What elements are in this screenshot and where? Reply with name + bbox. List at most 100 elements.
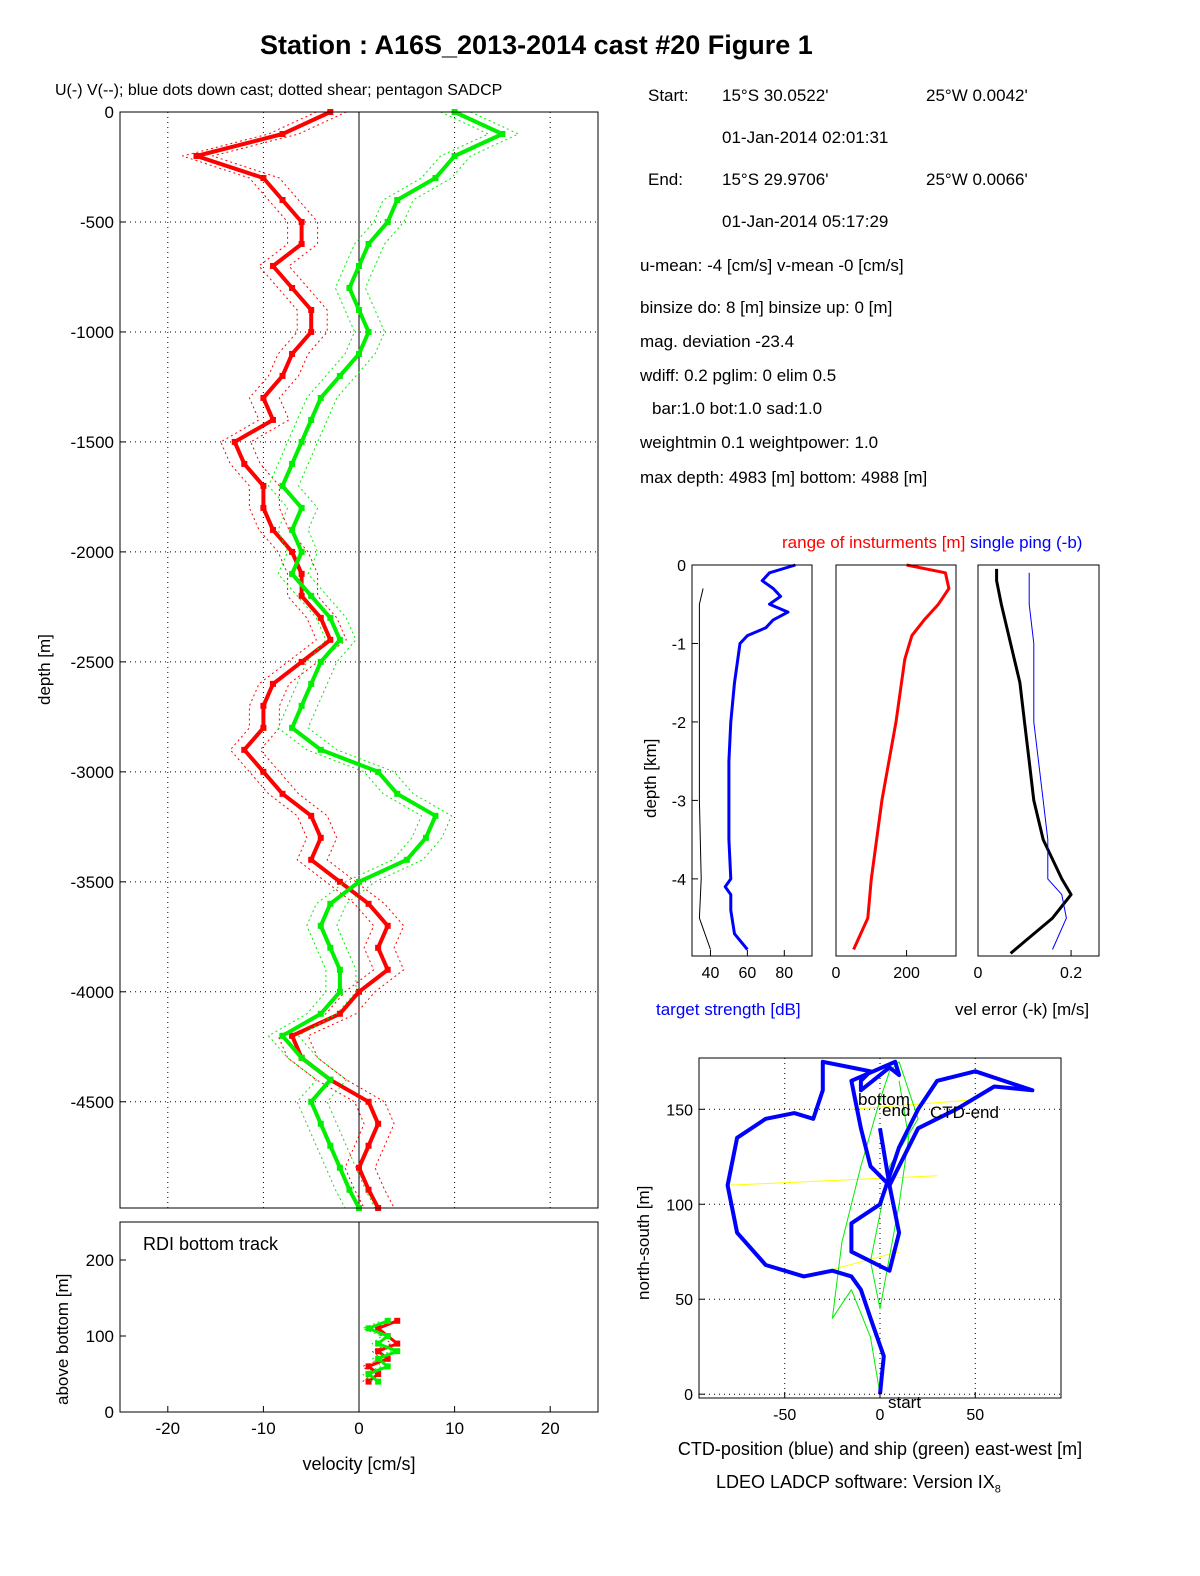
max-depth-text: max depth: 4983 [m] bottom: 4988 [m]: [640, 468, 928, 487]
start-lat: 15°S 30.0522': [722, 86, 829, 105]
velocity-series-0-point: [289, 284, 296, 291]
velocity_profile-ytick-label-0: 0: [105, 103, 114, 122]
end-lon: 25°W 0.0066': [926, 170, 1028, 189]
target_strength-ytick-label-1: -1: [672, 636, 686, 653]
velocity-series-1-point: [298, 1054, 305, 1061]
target_strength-ytick-label-4: -4: [672, 872, 686, 889]
position-xtick-label-0: -50: [773, 1407, 796, 1424]
position-annotation-start: start: [888, 1393, 921, 1412]
velocity-series-1-point: [394, 196, 401, 203]
velocity-series-1-point: [356, 306, 362, 313]
bottom-series-0-point: [375, 1348, 382, 1355]
velocity-series-1-point: [422, 834, 429, 841]
velocity-series-1-point: [298, 702, 305, 709]
range-xtick-label-0: 0: [832, 965, 841, 982]
velocity-series-0-point: [308, 306, 315, 313]
velocity-series-1-point: [403, 856, 410, 863]
range-frame: [835, 564, 957, 957]
velocity-series-1-point: [346, 284, 353, 291]
bottom-series-0-point: [394, 1317, 401, 1324]
vel-error-series-1-line: [1028, 572, 1067, 950]
velocity-series-1-point: [289, 724, 296, 731]
velocity-series-1-point: [432, 174, 439, 181]
velocity-series-0-point: [298, 570, 305, 577]
software-label-text: LDEO LADCP software: Version IX: [716, 1472, 995, 1492]
velocity-series-1-point: [336, 636, 343, 643]
bottom-series-0-point: [394, 1340, 401, 1347]
vel_error-xtick-label-1: 0.2: [1060, 965, 1082, 982]
velocity-series-1-point: [279, 482, 286, 489]
velocity-title: U(-) V(--); blue dots down cast; dotted …: [55, 82, 502, 99]
bottom-series-1-point: [394, 1348, 401, 1355]
velocity-ylabel: depth [m]: [35, 634, 54, 705]
velocity-series-0-point: [269, 680, 276, 687]
velocity-series-0-point: [327, 636, 334, 643]
velocity_profile-ytick-label-5: -2500: [71, 653, 114, 672]
start-lon: 25°W 0.0042': [926, 86, 1028, 105]
target_strength-xtick-label-1: 60: [738, 965, 756, 982]
vel_error-xtick-label-0: 0: [974, 965, 983, 982]
velocity-series-1-point: [308, 680, 315, 687]
velocity-series-1-point: [365, 328, 372, 335]
velocity-series-1-point: [289, 526, 296, 533]
velocity-series-0-point: [241, 746, 248, 753]
velocity-series-1-point: [317, 922, 324, 929]
velocity-series-0-point: [317, 614, 324, 621]
velocity-series-0-point: [260, 504, 267, 511]
velocity-series-1-point: [289, 570, 296, 577]
velocity-series-0-point: [279, 790, 286, 797]
range-xtick-label-1: 200: [893, 965, 920, 982]
bottom-series-0-point: [375, 1325, 382, 1332]
start-label: Start:: [648, 86, 689, 105]
velocity-series-0-point: [308, 856, 315, 863]
velocity_profile-ytick-label-2: -1000: [71, 323, 114, 342]
velocity-series-0-point: [308, 812, 315, 819]
velocity-series-0-point: [231, 438, 238, 445]
velocity-series-1-point: [289, 460, 296, 467]
velocity-series-0-point: [269, 416, 276, 423]
velocity-series-0-point: [384, 966, 391, 973]
position-annotation-end: end: [882, 1101, 910, 1120]
velocity-series-1-point: [327, 900, 334, 907]
bottom_track-ytick-label-2: 200: [86, 1251, 114, 1270]
position-xtick-label-1: 0: [876, 1407, 885, 1424]
velocity-series-0-point: [260, 482, 267, 489]
wdiff-text: wdiff: 0.2 pglim: 0 elim 0.5: [640, 366, 837, 385]
velocity-series-1-point: [375, 768, 382, 775]
velocity-series-0-envelope-left: [182, 111, 375, 1209]
velocity-series-1-point: [327, 1076, 334, 1083]
velocity-series-1-point: [317, 394, 324, 401]
velocity-series-0-point: [279, 196, 286, 203]
velocity-series-0-point: [289, 1032, 296, 1039]
bottom-series-1-point: [375, 1340, 382, 1347]
velocity_profile-frame: [119, 111, 599, 1209]
bar-text: bar:1.0 bot:1.0 sad:1.0: [652, 399, 823, 418]
velocity-series-0-point: [260, 768, 267, 775]
bottom-series-1-point: [384, 1333, 391, 1339]
velocity-series-1-point: [298, 504, 305, 511]
velocity-series-1-point: [308, 416, 315, 423]
velocity-series-1-point: [336, 1164, 343, 1171]
velocity-series-0-point: [298, 592, 305, 599]
bottom-series-0-point: [365, 1363, 372, 1370]
velocity-series-0-point: [260, 702, 267, 709]
velocity-series-1-point: [346, 1186, 353, 1193]
velocity-series-1-point: [327, 944, 334, 951]
velocity-series-1-line: [280, 110, 505, 1209]
velocity-series-0-point: [269, 526, 276, 533]
velocity-series-1-point: [327, 1142, 334, 1149]
velocity-series-0-point: [298, 240, 305, 247]
velocity-series-0-point: [279, 130, 286, 137]
velocity_profile-ytick-label-4: -2000: [71, 543, 114, 562]
bottom-series-1-envelope: [362, 1320, 392, 1382]
velocity-series-1-point: [356, 262, 362, 269]
velocity-series-1-point: [365, 240, 372, 247]
velocity-series-1-point: [336, 372, 343, 379]
velocity-series-0-point: [317, 834, 324, 841]
target-strength-series-0-line: [723, 563, 796, 951]
velocity_profile-ytick-label-7: -3500: [71, 873, 114, 892]
end-time: 01-Jan-2014 05:17:29: [722, 212, 889, 231]
velocity-series-1-envelope-right: [298, 111, 519, 1209]
bottom-series-0-point: [365, 1378, 372, 1385]
